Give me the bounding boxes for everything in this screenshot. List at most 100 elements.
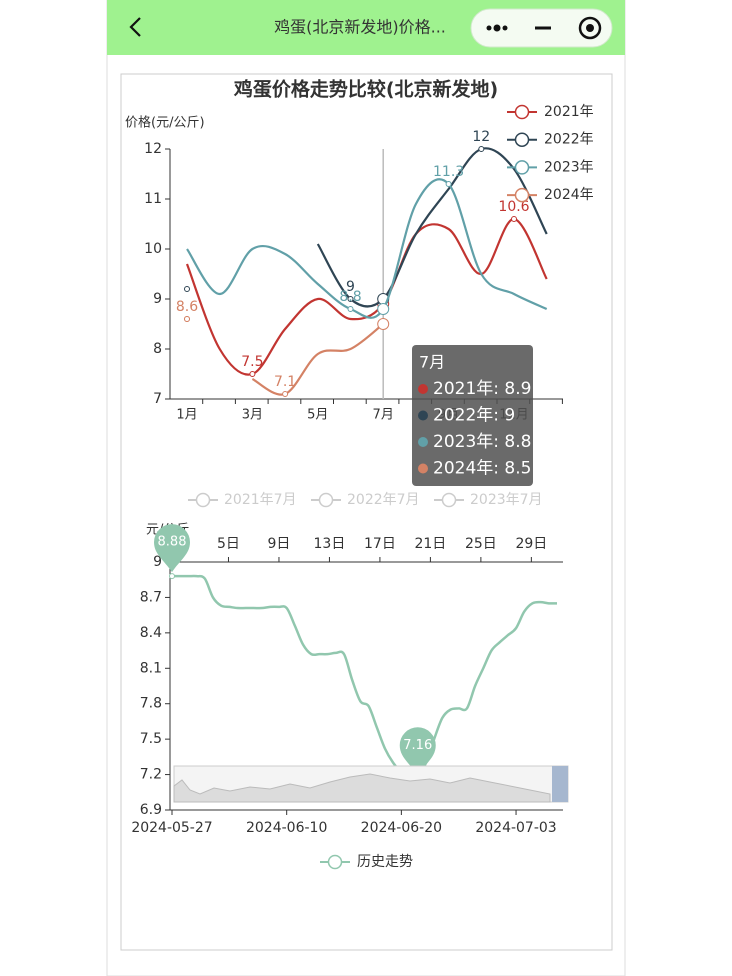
x-tick-label: 2024-05-27: [131, 820, 212, 836]
x2-tick-label: 17日: [364, 536, 396, 552]
tooltip-swatch: [418, 437, 428, 447]
more-button[interactable]: [486, 24, 508, 32]
point: [478, 146, 485, 152]
point: [184, 286, 190, 292]
y-tick-label: 8: [153, 341, 162, 357]
mark-pin-label: 8.88: [158, 535, 187, 550]
tooltip-sep: :: [493, 379, 504, 399]
card: [120, 73, 613, 951]
x-tick-label: 5月: [307, 408, 328, 423]
legend-icon: [514, 132, 530, 147]
y-tick-label: 9: [153, 554, 162, 570]
tooltip-item: 2022年: 9: [433, 406, 515, 426]
zoom-slider: [173, 765, 569, 803]
tooltip-swatch: [418, 384, 428, 394]
y-tick-label: 7: [153, 391, 162, 407]
legend-icon: [441, 492, 457, 508]
y-tick-label: 7.5: [140, 731, 162, 747]
tooltip-value: 9: [504, 406, 515, 426]
tooltip-value: 8.5: [504, 459, 531, 479]
x-tick-label: 2024-06-10: [246, 820, 327, 836]
legend-label: 2021年7月: [224, 492, 297, 508]
legend-label: 2023年: [544, 159, 594, 175]
mark-pin: [154, 524, 190, 573]
legend-label: 2023年7月: [470, 492, 543, 508]
tooltip-series: 2022年: [433, 406, 493, 426]
tooltip-sep: :: [493, 432, 504, 452]
y-tick-label: 11: [144, 191, 162, 207]
tooltip-item: 2024年: 8.5: [433, 459, 531, 479]
y-tick-label: 8.7: [140, 589, 162, 605]
point: [282, 391, 289, 397]
series-line: [251, 323, 384, 396]
series-line: [171, 574, 558, 782]
mark-pin-label: 7.16: [403, 738, 432, 753]
legend-icon: [327, 854, 343, 870]
point: [511, 216, 517, 222]
point: [347, 296, 354, 302]
legend-icon: [318, 492, 334, 508]
close-button[interactable]: [578, 16, 602, 40]
data-label: 10.6: [498, 199, 529, 215]
back-button[interactable]: [129, 17, 141, 37]
tooltip-series: 2021年: [433, 379, 493, 399]
x-tick-label: 7月: [373, 408, 394, 423]
tooltip: 7月 2021年: 8.9 2022年: 9 2023年: 8.8 2024年: 8.5: [412, 345, 533, 486]
chart-title: 鸡蛋价格走势比较(北京新发地): [233, 78, 498, 101]
y-tick-label: 7.2: [140, 767, 162, 783]
y-axis-label: 价格(元/公斤): [125, 115, 205, 131]
y-tick-label: 8.4: [140, 625, 162, 641]
legend-label: 历史走势: [357, 854, 413, 870]
data-label: 12: [472, 129, 490, 145]
x-tick-label: 3月: [242, 408, 263, 423]
y-tick-label: 10: [144, 241, 162, 257]
legend-icon: [195, 492, 211, 508]
y-tick-label: 12: [144, 141, 162, 157]
x-tick-label: 2024-06-20: [361, 820, 442, 836]
tooltip-title: 7月: [419, 353, 445, 372]
x-tick-label: 2024-07-03: [475, 820, 556, 836]
data-label: 7.1: [274, 374, 296, 390]
legend-icon: [514, 160, 530, 175]
legend-label: 2022年: [544, 132, 594, 148]
tooltip-item: 2021年: 8.9: [433, 379, 531, 399]
nav-title: 鸡蛋(北京新发地)价格...: [274, 18, 446, 37]
hover-point: [377, 303, 390, 315]
legend-label: 2021年: [544, 104, 594, 120]
x-tick-label: 1月: [176, 408, 197, 423]
phone: [106, 0, 626, 976]
tooltip-value: 8.8: [504, 432, 531, 452]
hover-point: [377, 318, 390, 330]
data-label: 7.5: [241, 354, 263, 370]
tooltip-sep: :: [493, 459, 504, 479]
minimize-button[interactable]: [535, 26, 551, 30]
series-line: [186, 178, 548, 319]
tooltip-swatch: [418, 410, 428, 421]
x2-tick-label: 13日: [314, 536, 346, 552]
legend-label: 2024年: [544, 187, 594, 203]
y-tick-label: 9: [153, 291, 162, 307]
tooltip-value: 8.9: [504, 379, 531, 399]
y-tick-label: 7.8: [140, 696, 162, 712]
y-tick-label: 6.9: [140, 802, 162, 818]
data-label: 11.3: [433, 164, 464, 180]
data-label: 9: [346, 279, 355, 295]
x2-tick-label: 5日: [217, 536, 240, 552]
y-tick-label: 8.1: [140, 660, 162, 676]
x2-tick-label: 25日: [465, 536, 497, 552]
mark-pin: [399, 727, 436, 776]
point: [249, 371, 256, 377]
x2-tick-label: 29日: [515, 536, 547, 552]
point: [184, 316, 190, 322]
point: [445, 181, 452, 187]
tooltip-swatch: [418, 463, 428, 474]
legend-label: 2022年7月: [347, 492, 420, 508]
point: [169, 573, 175, 580]
series-line: [185, 217, 548, 376]
tooltip-series: 2024年: [433, 459, 493, 479]
legend-icon: [514, 187, 530, 203]
tooltip-sep: :: [493, 406, 504, 426]
data-label: 8.8: [339, 289, 361, 305]
data-label: 8.6: [176, 299, 198, 315]
